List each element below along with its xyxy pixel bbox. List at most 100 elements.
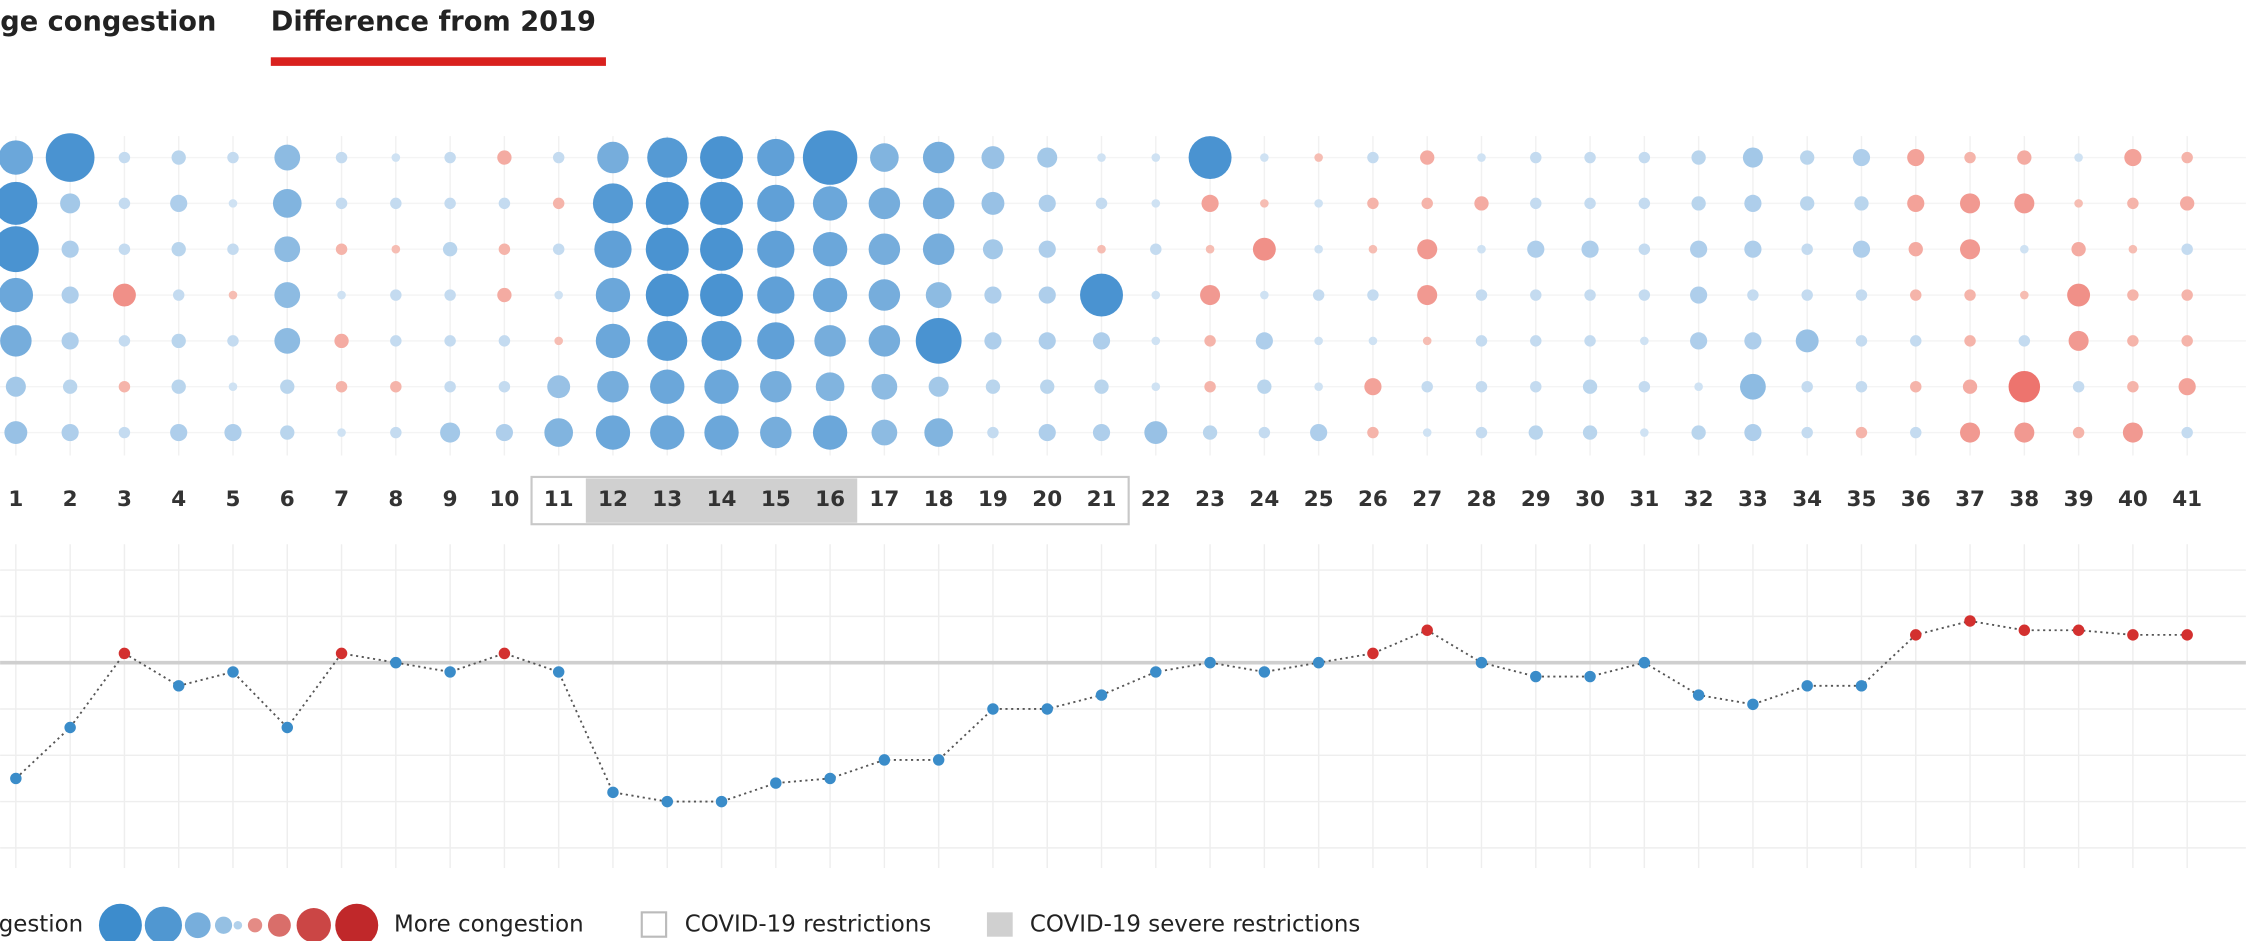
bubble <box>2071 242 2086 257</box>
bubble <box>227 151 239 164</box>
bubble <box>1638 243 1651 255</box>
bubble <box>1584 335 1596 347</box>
x-tick-label: 1 <box>8 487 23 512</box>
bubble <box>871 373 898 400</box>
point <box>118 647 131 660</box>
bubble <box>227 335 239 347</box>
bubble <box>1475 335 1488 347</box>
bubble <box>228 382 238 392</box>
bubble <box>0 181 38 225</box>
bubble <box>1037 147 1058 168</box>
bubble <box>1260 199 1269 208</box>
bubble <box>1420 150 1435 165</box>
bubble <box>595 323 631 359</box>
bubble <box>554 336 563 346</box>
legend-restrictions: COVID-19 restrictions <box>685 912 932 938</box>
bubble <box>0 226 39 273</box>
bubble <box>760 370 792 403</box>
bubble <box>1528 425 1543 440</box>
bubble <box>924 418 953 447</box>
x-tick-label: 38 <box>2009 487 2039 512</box>
x-tick-label: 28 <box>1467 487 1497 512</box>
bubble <box>2074 199 2083 208</box>
bubble <box>1367 426 1379 439</box>
bubble <box>391 153 401 162</box>
bubble <box>1907 148 1925 167</box>
bubble <box>1092 423 1111 442</box>
bubble <box>444 335 456 347</box>
x-tick-label: 9 <box>443 487 458 512</box>
bubble <box>1582 425 1598 440</box>
point <box>1801 680 1813 692</box>
bubble <box>868 233 901 265</box>
point <box>2181 629 2193 641</box>
bubble <box>1368 336 1378 346</box>
tab[interactable]: ge congestion <box>0 6 216 37</box>
bubble <box>1092 332 1111 350</box>
bubble <box>595 415 631 450</box>
bubble <box>922 141 955 174</box>
bubble <box>1855 335 1868 347</box>
bubble <box>337 428 346 437</box>
bubble <box>1964 151 1976 164</box>
x-tick-label: 16 <box>815 487 845 512</box>
bubble <box>704 415 739 450</box>
bubble <box>1530 151 1542 164</box>
bubble <box>390 197 402 210</box>
legend-bubble <box>144 906 182 941</box>
bubble <box>1188 136 1232 180</box>
bubble <box>62 379 78 394</box>
bubble <box>274 327 301 354</box>
bubble <box>1638 289 1651 301</box>
bubble <box>442 242 458 257</box>
bubble <box>647 137 688 178</box>
bubble <box>2127 380 2139 393</box>
bubble <box>2068 330 2089 351</box>
x-tick-label: 2 <box>63 487 78 512</box>
x-tick-label: 30 <box>1575 487 1605 512</box>
bubble <box>1417 239 1438 260</box>
bubble <box>390 289 402 301</box>
x-tick-label: 18 <box>924 487 954 512</box>
bubble <box>1742 147 1763 168</box>
point <box>1530 670 1542 683</box>
bubble <box>870 143 899 172</box>
bubble <box>1080 273 1123 317</box>
x-tick-label: 29 <box>1521 487 1551 512</box>
bubble <box>390 380 402 393</box>
bubble <box>1475 289 1488 301</box>
bubble <box>1910 380 1922 393</box>
bubble <box>1640 428 1649 437</box>
legend-severe-box <box>986 912 1013 937</box>
x-tick-label: 13 <box>652 487 682 512</box>
bubble <box>2180 196 2195 211</box>
bubble <box>700 181 744 225</box>
bubble <box>1258 426 1271 439</box>
tab-active[interactable]: Difference from 2019 <box>271 6 596 37</box>
legend-bubble <box>335 903 379 941</box>
bubble <box>1638 151 1651 164</box>
bubble <box>984 332 1002 350</box>
bubble <box>171 333 186 349</box>
bubble <box>1422 428 1432 437</box>
bubble <box>552 151 565 164</box>
point <box>498 647 511 660</box>
bubble <box>1584 289 1596 301</box>
bubble <box>868 325 901 357</box>
bubble <box>915 317 962 364</box>
bubble <box>1907 194 1925 212</box>
bubble <box>1204 380 1216 393</box>
point <box>10 772 22 785</box>
bubble <box>984 286 1002 304</box>
bubble <box>981 191 1005 215</box>
bubble <box>1640 336 1649 346</box>
x-tick-label: 27 <box>1412 487 1442 512</box>
bubble <box>650 415 685 450</box>
point <box>1638 656 1651 669</box>
bubble <box>1801 243 1813 255</box>
bubble <box>922 187 955 220</box>
bubble <box>1795 329 1819 353</box>
bubble <box>757 276 795 314</box>
